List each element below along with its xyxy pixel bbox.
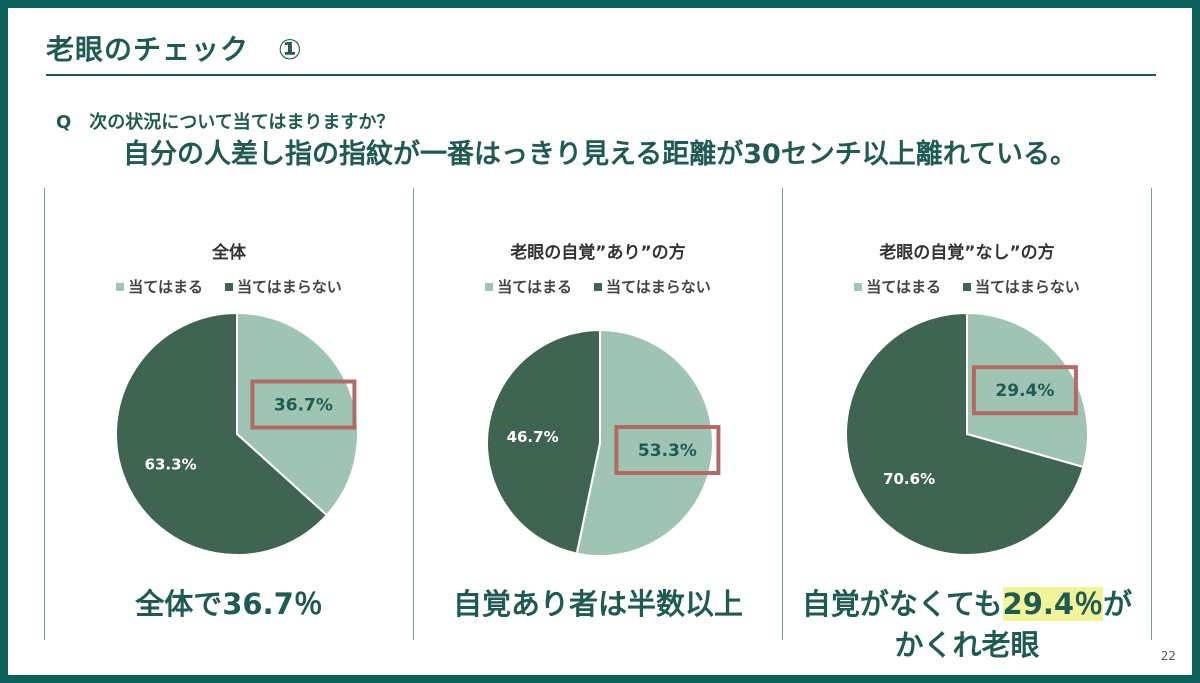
divider-left xyxy=(44,188,45,640)
divider-right xyxy=(1151,188,1152,640)
highlight-box xyxy=(971,365,1078,416)
legend-item-yes: 当てはまる xyxy=(116,276,203,297)
data-label-no: 46.7% xyxy=(507,428,559,446)
legend-swatch-no xyxy=(594,282,602,291)
pie-slice-no xyxy=(486,328,601,555)
chart-title: 全体 xyxy=(212,243,246,263)
legend-item-yes: 当てはまる xyxy=(485,276,572,297)
legend: 当てはまる 当てはまらない xyxy=(415,276,781,297)
panel-overall: 全体 当てはまる 当てはまらない 36.7% 63.3% 全体で36.7％ xyxy=(46,186,412,666)
conclusion-unaware: 自覚がなくても29.4％が かくれ老眼 xyxy=(784,584,1150,665)
pie-slice-yes xyxy=(236,311,359,517)
panel-aware: 老眼の自覚”あり”の方 当てはまる 当てはまらない 53.3% 46.7% 自覚あ… xyxy=(415,186,781,666)
chart-title: 老眼の自覚”あり”の方 xyxy=(510,243,686,263)
data-label-yes: 29.4% xyxy=(995,381,1054,401)
legend: 当てはまる 当てはまらない xyxy=(46,276,412,297)
pie-chart-unaware: 29.4% 70.6% xyxy=(845,311,1089,556)
panel-unaware: 老眼の自覚”なし”の方 当てはまる 当てはまらない 29.4% 70.6% 自覚が… xyxy=(784,186,1150,666)
conclusion-line2: かくれ老眼 xyxy=(894,627,1040,662)
divider-center-left xyxy=(413,188,414,640)
data-label-yes: 53.3% xyxy=(638,441,697,461)
legend-swatch-yes xyxy=(854,282,863,291)
question-prefix: Q 次の状況について当てはまりますか？ xyxy=(56,112,395,133)
legend-swatch-no xyxy=(963,282,971,291)
legend: 当てはまる 当てはまらない xyxy=(784,276,1150,297)
legend-item-yes: 当てはまる xyxy=(854,276,941,297)
pie-chart-aware: 53.3% 46.7% xyxy=(486,328,721,557)
highlight-box xyxy=(250,379,357,430)
conclusion-aware: 自覚あり者は半数以上 xyxy=(452,587,743,621)
legend-label-no: 当てはまらない xyxy=(606,278,711,296)
legend-label-yes: 当てはまる xyxy=(497,278,572,296)
title-rule xyxy=(46,74,1156,76)
pie-slice-yes xyxy=(575,328,714,557)
pie-slice-no xyxy=(845,311,1085,556)
divider-center-right xyxy=(782,188,783,640)
pie-slice-yes xyxy=(966,311,1089,469)
legend-label-no: 当てはまらない xyxy=(237,278,342,296)
conclusion-pre: 自覚がなくても xyxy=(801,587,1003,621)
pie-slice-no xyxy=(114,311,329,556)
legend-item-no: 当てはまらない xyxy=(225,276,342,297)
legend-label-no: 当てはまらない xyxy=(975,278,1080,296)
highlight-box xyxy=(614,425,721,475)
data-label-yes: 36.7% xyxy=(274,396,333,416)
slide-title: 老眼のチェック ① xyxy=(46,33,303,66)
legend-label-yes: 当てはまる xyxy=(866,278,941,296)
page-number: 22 xyxy=(1160,649,1176,663)
legend-swatch-yes xyxy=(116,282,125,291)
data-label-no: 70.6% xyxy=(883,470,935,488)
data-label-no: 63.3% xyxy=(145,456,197,474)
conclusion-overall: 全体で36.7％ xyxy=(135,587,323,621)
chart-title: 老眼の自覚”なし”の方 xyxy=(879,243,1055,263)
legend-item-no: 当てはまらない xyxy=(594,276,711,297)
legend-swatch-no xyxy=(225,282,233,291)
conclusion-highlight: 29.4％ xyxy=(1002,587,1104,621)
legend-swatch-yes xyxy=(485,282,494,291)
pie-chart-overall: 36.7% 63.3% xyxy=(114,311,359,556)
legend-item-no: 当てはまらない xyxy=(963,276,1080,297)
conclusion-post: が xyxy=(1103,587,1133,621)
legend-label-yes: 当てはまる xyxy=(128,278,203,296)
question-main: 自分の人差し指の指紋が一番はっきり見える距離が30センチ以上離れている。 xyxy=(123,139,1077,170)
